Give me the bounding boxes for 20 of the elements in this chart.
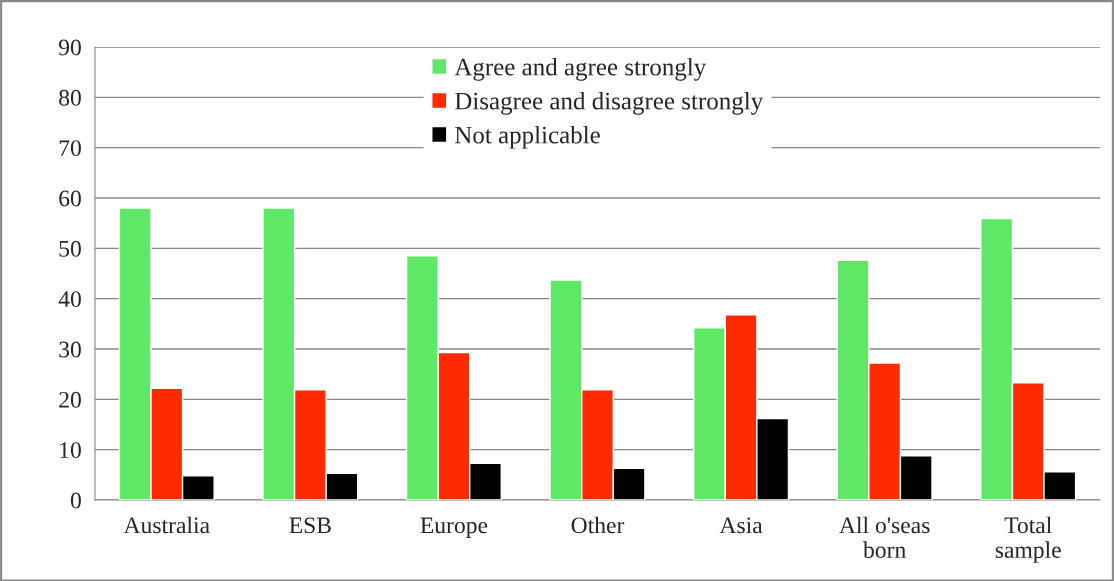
y-tick-label: 60 [59,190,81,207]
x-tick-label: Europe [420,517,488,539]
y-tick-label: 0 [70,492,81,509]
y-tick-label: 70 [59,140,81,157]
x-tick-label: Other [571,516,625,534]
y-tick-label: 20 [59,391,81,408]
y-tick-label: 10 [60,442,81,459]
x-tick-label: Total sample [995,516,1061,563]
y-tick-label: 90 [58,39,81,56]
y-tick-label: 40 [58,291,81,308]
x-tick-label: All o'seas born [839,516,930,558]
x-tick-label: Australia [123,516,210,534]
x-tick-label: ESB [289,517,331,534]
legend-label: Disagree and disagree strongly [455,91,764,115]
y-tick-label: 80 [59,89,81,106]
y-tick-label: 30 [59,341,81,358]
legend-label: Not applicable [455,125,600,149]
legend-label: Agree and agree strongly [454,57,707,81]
y-tick-label: 50 [59,240,81,257]
x-tick-label: Asia [719,517,763,534]
